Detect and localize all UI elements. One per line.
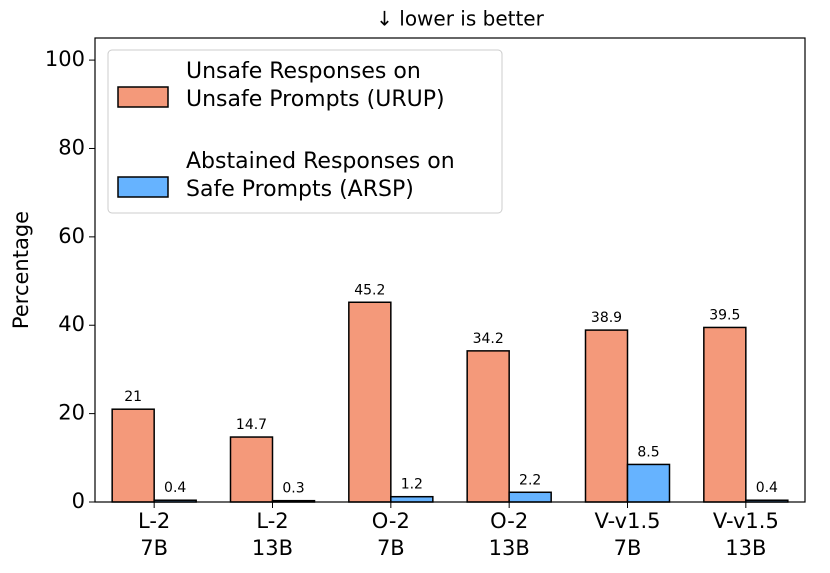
- legend-label: Unsafe Responses on: [186, 59, 421, 84]
- y-tick-label: 100: [45, 47, 85, 71]
- value-label: 0.4: [164, 480, 186, 496]
- x-tick-label: O-2: [372, 509, 410, 533]
- value-label: 21: [124, 389, 142, 405]
- x-tick-label: 7B: [377, 536, 405, 560]
- value-label: 8.5: [637, 444, 659, 460]
- x-tick-label: 13B: [252, 536, 293, 560]
- bar: [508, 491, 552, 503]
- value-label: 39.5: [709, 307, 740, 323]
- bar: [348, 301, 392, 503]
- plot-frame: [94, 37, 806, 503]
- y-tick-label: 40: [58, 312, 85, 336]
- bar: [229, 436, 274, 503]
- value-label: 38.9: [591, 310, 622, 326]
- x-tick-label: 13B: [725, 536, 766, 560]
- legend-label: Safe Prompts (ARSP): [186, 177, 414, 202]
- value-label: 1.2: [401, 477, 423, 493]
- bar: [626, 463, 671, 503]
- x-tick-label: 13B: [489, 536, 530, 560]
- value-label: 14.7: [236, 417, 267, 433]
- chart-title: ↓ lower is better: [376, 7, 544, 31]
- value-label: 45.2: [354, 282, 385, 298]
- bar: [466, 350, 510, 503]
- y-axis-label: Percentage: [9, 211, 33, 329]
- y-tick-label: 0: [72, 489, 85, 513]
- legend-box: [107, 49, 503, 214]
- y-tick-label: 20: [58, 401, 85, 425]
- legend-swatch: [117, 176, 169, 198]
- legend-label: Unsafe Prompts (URUP): [186, 87, 445, 112]
- x-tick-label: V-v1.5: [595, 509, 661, 533]
- value-label: 0.3: [282, 481, 304, 497]
- x-tick-label: 7B: [140, 536, 168, 560]
- y-tick-label: 80: [58, 135, 85, 159]
- legend-label: Abstained Responses on: [186, 149, 455, 174]
- x-tick-label: V-v1.5: [713, 509, 779, 533]
- x-tick-label: L-2: [138, 509, 170, 533]
- bar: [390, 495, 434, 503]
- legend-swatch: [117, 86, 169, 108]
- value-label: 0.4: [756, 480, 778, 496]
- bar: [111, 408, 155, 503]
- value-label: 2.2: [519, 472, 541, 488]
- bar: [703, 326, 747, 503]
- x-tick-label: L-2: [256, 509, 288, 533]
- x-tick-label: O-2: [490, 509, 528, 533]
- value-label: 34.2: [473, 331, 504, 347]
- x-tick-label: 7B: [614, 536, 642, 560]
- bar: [584, 329, 629, 503]
- y-tick-label: 60: [58, 224, 85, 248]
